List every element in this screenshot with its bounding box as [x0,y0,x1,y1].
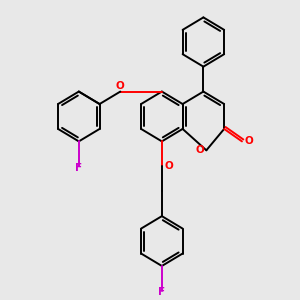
Text: O: O [196,145,204,155]
Text: O: O [164,161,173,171]
Text: F: F [158,287,165,297]
Text: O: O [244,136,253,146]
Text: F: F [75,163,82,173]
Text: O: O [116,81,125,91]
